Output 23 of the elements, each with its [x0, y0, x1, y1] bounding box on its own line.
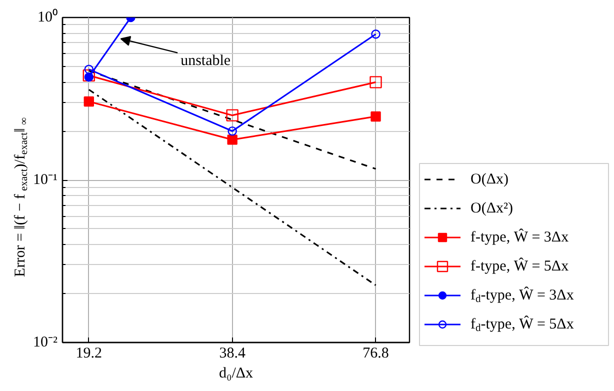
point [84, 72, 94, 82]
annotation: unstable [180, 52, 231, 69]
x-tick-label: 76.8 [362, 346, 389, 362]
point [371, 30, 380, 39]
legend-label: O(Δx²) [470, 200, 513, 216]
legend-label: O(Δx) [470, 172, 508, 188]
point [226, 109, 238, 122]
point [370, 76, 382, 88]
x-tick-label: 19.2 [76, 346, 102, 362]
point [84, 96, 94, 107]
legend-label: f-type, Ŵ = 5Δx [470, 258, 570, 274]
legend-label: f-type, Ŵ = 3Δx [470, 228, 570, 246]
point [84, 64, 94, 74]
y-tick-label: 10⁰ [38, 8, 58, 26]
point [82, 69, 96, 82]
x-axis-title: d₀/Δx [218, 366, 254, 382]
point [227, 134, 238, 145]
y-tick-label: 10⁻¹ [33, 172, 58, 188]
point [370, 111, 381, 122]
y-tick-label: 10⁻² [33, 334, 58, 350]
x-tick-label: 38.4 [219, 346, 246, 362]
y-axis-title: Error = ‖(f − fexact)/fexact‖∞ [12, 116, 30, 277]
point [228, 126, 237, 136]
